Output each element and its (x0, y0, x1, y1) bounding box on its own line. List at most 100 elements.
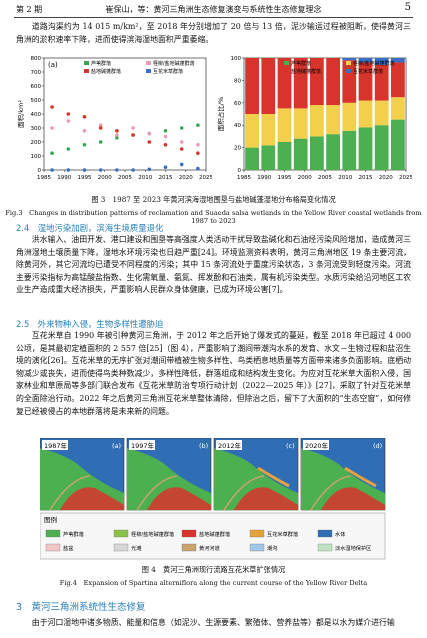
legend-label: 柽柳/盐地碱蓬群落 (353, 60, 395, 67)
wetland (147, 487, 211, 510)
y-tick-label: 200 (31, 140, 42, 146)
bar-segment (391, 119, 405, 170)
point (98, 140, 103, 144)
map-label: (b) (199, 442, 208, 450)
x-tick-label: 2005 (318, 175, 332, 181)
legend-label: 柽柳/盐地碱蓬群落 (153, 60, 195, 67)
bar-segment (358, 127, 373, 170)
y-tick-label: 700 (31, 70, 42, 76)
bar-segment (261, 58, 276, 114)
point (179, 126, 184, 130)
paragraph: 洪水输入、油田开发、港口建设和围垦等高强度人类活动干扰导致盐碱化和石油烃污染风险… (16, 235, 411, 295)
map-year: 2020年 (305, 441, 329, 450)
legend-label: 互花米草群落 (153, 68, 183, 75)
section-heading: 2.5 外来物种入侵，生物多样性遭胁迫 (16, 319, 164, 329)
bar-segment (245, 114, 259, 148)
bar-segment (374, 100, 389, 126)
year-box (42, 440, 68, 450)
legend-label: 互花米草群落 (267, 530, 299, 538)
legend-label: 芦苇群落 (91, 60, 111, 67)
point (50, 168, 54, 172)
river (223, 475, 265, 511)
y-tick-label: 100 (231, 56, 242, 62)
point (196, 143, 200, 147)
legend-label: 芦苇群落 (291, 60, 311, 67)
river (49, 475, 91, 511)
point (196, 123, 200, 127)
y-tick-label: 800 (31, 56, 42, 62)
point (82, 129, 87, 133)
bar-segment (374, 125, 389, 170)
paragraph: 道路沟渠约为 14 015 m/km²，至 2018 年分别增加了 20 倍与 … (16, 22, 411, 44)
point (115, 133, 119, 137)
y-tick-label: 20 (234, 146, 241, 152)
point (131, 133, 135, 137)
point (50, 151, 54, 155)
x-tick-label: 2025 (399, 175, 412, 181)
map-label: (c) (286, 442, 295, 450)
point (98, 123, 103, 127)
legend-swatch (284, 69, 289, 73)
bar-segment (261, 145, 276, 170)
legend-label: 互花米草群落 (353, 68, 383, 75)
legend-label: 盐地碱蓬群落 (291, 68, 321, 75)
legend-swatch (113, 529, 129, 538)
bar-segment (374, 58, 389, 65)
y-axis-label: 面积/km² (16, 100, 25, 128)
legend-swatch (84, 69, 89, 73)
bar-segment (245, 58, 259, 114)
point (115, 129, 119, 133)
point (115, 168, 119, 172)
point (98, 168, 103, 172)
x-tick-label: 2025 (199, 175, 212, 181)
wetland (60, 487, 124, 510)
x-tick-label: 1990 (57, 175, 71, 181)
y-tick-label: 0 (238, 168, 242, 174)
y-tick-label: 600 (31, 84, 42, 90)
legend-swatch (317, 529, 333, 538)
x-tick-label: 2010 (338, 175, 352, 181)
x-tick-label: 2010 (138, 175, 152, 181)
legend-swatch (249, 543, 265, 552)
point (115, 136, 119, 140)
wetland (321, 487, 385, 510)
map-label: (a) (112, 442, 121, 450)
map-year: 2012年 (218, 441, 242, 450)
panel-label: (a) (48, 61, 58, 69)
point (147, 167, 152, 172)
y-tick-label: 100 (31, 154, 42, 160)
point (98, 126, 103, 130)
running-title: 崔保山，等：黄河三角洲生态修复演变与系统性生态修复理念 (105, 5, 322, 14)
section-heading: 3 黄河三角洲系统性生态修复 (16, 602, 146, 613)
bar-segment (277, 58, 292, 109)
river (310, 475, 352, 511)
legend-label: 黄河河道 (199, 544, 220, 552)
point (66, 112, 71, 116)
legend-swatch (346, 69, 351, 73)
legend-swatch (181, 543, 197, 552)
bar-segment (391, 97, 405, 120)
paragraph: 互花米草自 1990 年被引种黄河三角洲，于 2012 年之后开始了爆发式的蔓延… (16, 331, 411, 416)
x-tick-label: 1985 (37, 175, 51, 181)
map-year: 1997年 (131, 441, 155, 450)
legend-label: 盐盆 (63, 544, 74, 552)
y-tick-label: 80 (234, 78, 241, 84)
bar-segment (326, 58, 340, 106)
legend-swatch (249, 529, 265, 538)
bar-segment (326, 105, 340, 135)
y-tick-label: 40 (234, 123, 241, 129)
point (179, 162, 184, 167)
legend-swatch (181, 529, 197, 538)
point (66, 168, 71, 172)
bar-segment (342, 58, 357, 61)
legend-swatch (45, 529, 61, 538)
bar-segment (277, 142, 292, 170)
point (82, 168, 87, 172)
spartina (257, 466, 290, 488)
x-tick-label: 1985 (237, 175, 251, 181)
x-tick-label: 2000 (298, 175, 312, 181)
point (147, 140, 152, 144)
legend-swatch (317, 543, 333, 552)
